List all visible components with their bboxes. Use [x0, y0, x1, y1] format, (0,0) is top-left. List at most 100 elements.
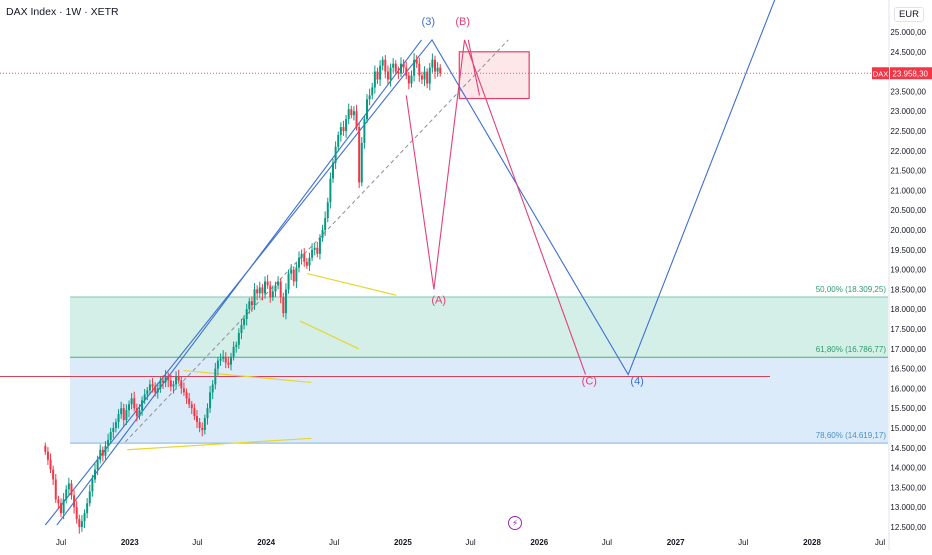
price-tick-label: 23.000,00 — [890, 107, 926, 116]
candle-body — [167, 376, 170, 381]
range-box — [458, 51, 530, 100]
candle-body — [214, 368, 217, 385]
drawing-lines[interactable] — [0, 0, 888, 526]
fib-label-786: 78,60% (14.619,17) — [816, 431, 887, 440]
price-axis-bg — [889, 0, 932, 550]
trend-channel-dashed — [124, 39, 509, 443]
candle-body — [332, 162, 335, 179]
candle-body — [143, 394, 146, 401]
candle-body — [70, 483, 73, 496]
candle-body — [321, 230, 324, 238]
candle-body — [342, 127, 345, 131]
candle-body — [156, 388, 159, 393]
candle-body — [324, 218, 327, 230]
candle-body — [258, 287, 261, 294]
candle-body — [366, 99, 369, 120]
price-tick-label: 13.000,00 — [890, 503, 926, 512]
candle-body — [337, 134, 340, 147]
candle-body — [407, 75, 410, 84]
lightning-icon[interactable]: ⚡ — [508, 516, 522, 530]
candle-body — [245, 309, 248, 320]
candle-body — [271, 291, 274, 298]
candle-body — [120, 408, 123, 415]
candle-body — [114, 422, 117, 428]
currency-button[interactable]: EUR — [893, 7, 924, 22]
candle-body — [431, 59, 434, 68]
candle-body — [180, 380, 183, 389]
price-tick-label: 16.000,00 — [890, 384, 926, 393]
wave-label: (3) — [422, 16, 435, 28]
candle-body — [44, 445, 47, 452]
price-axis[interactable]: 25.000,0024.500,0024.000,0023.500,0023.0… — [872, 0, 932, 550]
price-tick-label: 25.000,00 — [890, 28, 926, 37]
candle-body — [308, 257, 311, 266]
candle-body — [60, 503, 62, 514]
candle-body — [253, 289, 256, 306]
candle-body — [266, 281, 269, 286]
candle-body — [175, 376, 178, 385]
candle-body — [334, 146, 337, 163]
price-tick-label: 22.500,00 — [890, 127, 926, 136]
candle-body — [162, 380, 165, 383]
candle-body — [300, 253, 303, 258]
candle-body — [339, 127, 342, 135]
price-tick-label: 20.500,00 — [890, 206, 926, 215]
fib-zone-50 — [70, 296, 888, 358]
time-axis[interactable]: Jul 2023 Jul 2024 Jul 2025 Jul 2026 Jul 2027 Jul 20… — [56, 538, 885, 547]
symbol-title[interactable]: DAX Index · 1W · XETR — [6, 6, 119, 18]
candle-body — [394, 63, 397, 72]
time-tick-label: Jul — [192, 538, 202, 547]
candle-body — [125, 410, 128, 421]
candle-body — [376, 71, 379, 80]
candle-body — [287, 273, 290, 290]
candle-body — [219, 358, 222, 361]
candles — [44, 53, 442, 534]
price-tick-label: 19.000,00 — [890, 266, 926, 275]
candle-body — [188, 398, 191, 405]
candle-body — [104, 445, 107, 456]
candle-body — [96, 459, 99, 470]
candle-body — [151, 384, 154, 387]
candle-body — [112, 428, 115, 432]
candle-body — [426, 71, 429, 84]
price-tick-label: 13.500,00 — [890, 483, 926, 492]
price-tick-label: 14.000,00 — [890, 464, 926, 473]
candle-body — [67, 483, 70, 490]
triangle-line — [307, 272, 397, 296]
candle-body — [169, 380, 172, 387]
candle-body — [159, 380, 162, 389]
time-tick-label: 2025 — [394, 538, 412, 547]
wave-labels: (3) (B) (A) (C) (4) — [422, 16, 644, 388]
time-tick-label: 2024 — [257, 538, 275, 547]
candle-body — [80, 521, 83, 527]
candle-body — [193, 408, 196, 417]
candle-body — [350, 109, 353, 116]
time-tick-label: Jul — [465, 538, 475, 547]
candle-body — [91, 479, 94, 492]
time-tick-label: Jul — [329, 538, 339, 547]
candle-body — [196, 416, 199, 423]
price-tick-label: 21.000,00 — [890, 186, 926, 195]
candle-body — [290, 269, 293, 274]
candle-body — [397, 71, 400, 74]
price-tick-label: 24.500,00 — [890, 48, 926, 57]
candle-body — [303, 253, 306, 262]
candle-body — [211, 384, 214, 393]
candle-body — [107, 439, 110, 446]
candle-body — [295, 267, 298, 282]
time-tick-label: 2027 — [667, 538, 685, 547]
price-tick-label: 20.000,00 — [890, 226, 926, 235]
candle-body — [209, 392, 212, 409]
candle-body — [284, 289, 287, 314]
candle-body — [230, 356, 233, 365]
triangle-line — [299, 320, 360, 350]
fib-zones: 50,00% (18.309,25) 61,80% (16.786,77) 78,6… — [70, 285, 888, 444]
candle-body — [389, 67, 392, 80]
last-price-symbol-tag — [872, 67, 889, 80]
candle-body — [138, 410, 141, 417]
candle-body — [405, 67, 408, 76]
wave-line-blue-upper — [56, 39, 422, 526]
price-tick-label: 18.000,00 — [890, 305, 926, 314]
